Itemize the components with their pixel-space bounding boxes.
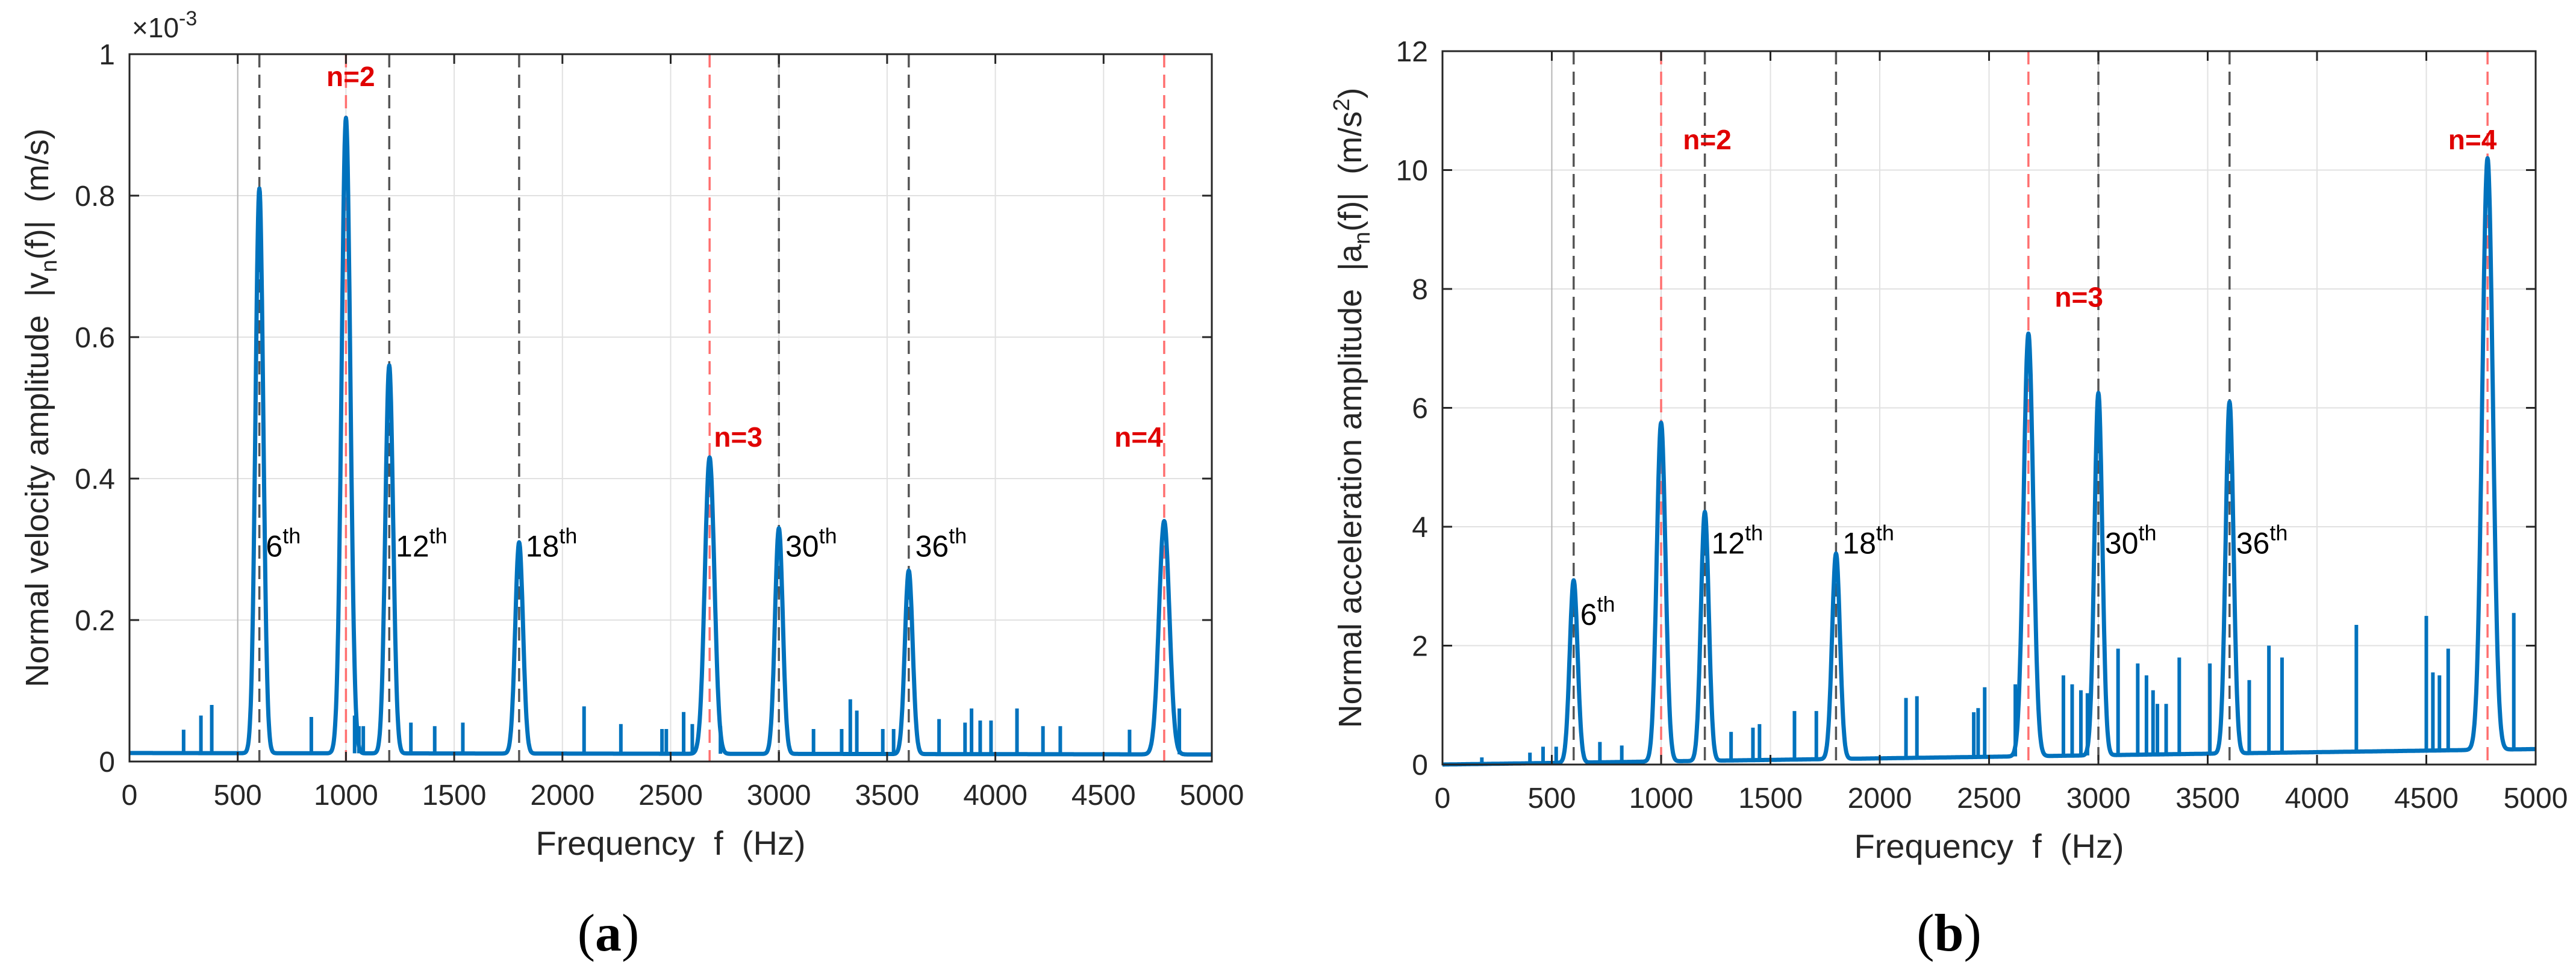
- x-tick-label: 3500: [2175, 783, 2240, 814]
- x-tick-label: 2500: [638, 780, 703, 811]
- x-tick-label: 0: [122, 780, 138, 811]
- y-tick-label: 0.2: [75, 605, 115, 637]
- y-axis-label: Normal acceleration amplitude |an(f)| (m…: [1329, 88, 1375, 728]
- y-tick-label: 4: [1412, 512, 1428, 544]
- y-tick-label: 6: [1412, 393, 1428, 425]
- harmonic-label-36: 36th: [2236, 520, 2288, 560]
- mode-label-n3: n=3: [2054, 282, 2103, 313]
- harmonic-label-36: 36th: [915, 523, 967, 563]
- x-tick-label: 2000: [530, 780, 594, 811]
- x-tick-label: 5000: [2504, 783, 2568, 814]
- x-tick-label: 0: [1435, 783, 1451, 814]
- x-tick-label: 500: [214, 780, 262, 811]
- y-tick-label: 8: [1412, 274, 1428, 306]
- mode-label-n2: n=2: [326, 61, 375, 92]
- x-tick-label: 1500: [422, 780, 487, 811]
- chart-panel-b: 0 500 1000 1500 2000 2500 3000 3500 4000 4500 5000…: [1329, 36, 2568, 865]
- axis-multiplier: ×10-3: [132, 7, 197, 43]
- x-tick-label: 3000: [2066, 783, 2131, 814]
- caption-a: (a): [577, 904, 640, 963]
- y-tick-label: 0: [1412, 749, 1428, 781]
- y-tick-label: 0.4: [75, 464, 115, 495]
- chart-panel-a: 0 500 1000 1500 2000 2500 3000 3500 4000 4500 5000…: [19, 7, 1244, 862]
- x-tick-label: 5000: [1180, 780, 1244, 811]
- x-tick-label: 4000: [963, 780, 1028, 811]
- mode-label-n4: n=4: [1114, 421, 1163, 453]
- x-tick-label: 2500: [1957, 783, 2021, 814]
- caption-b: (b): [1916, 904, 1982, 963]
- harmonic-label-18: 18th: [526, 523, 578, 563]
- x-axis-label: Frequency f (Hz): [535, 824, 805, 862]
- mode-label-n2: n=2: [1683, 124, 1732, 155]
- x-tick-label: 1500: [1738, 783, 1803, 814]
- harmonic-label-30: 30th: [2105, 520, 2157, 560]
- x-tick-label: 3500: [855, 780, 920, 811]
- y-tick-label: 0: [99, 746, 115, 778]
- x-tick-label: 2000: [1848, 783, 1912, 814]
- x-tick-label: 4500: [2394, 783, 2459, 814]
- x-tick-label: 1000: [314, 780, 378, 811]
- x-tick-label: 4500: [1071, 780, 1136, 811]
- mode-label-n4: n=4: [2448, 124, 2497, 155]
- x-tick-label: 1000: [1629, 783, 1694, 814]
- y-tick-label: 1: [99, 39, 115, 71]
- x-tick-label: 500: [1527, 783, 1576, 814]
- harmonic-label-6: 6th: [1580, 592, 1615, 631]
- y-tick-label: 0.8: [75, 181, 115, 213]
- harmonic-label-12: 12th: [396, 523, 448, 563]
- x-axis-label: Frequency f (Hz): [1854, 827, 2124, 865]
- x-tick-label: 4000: [2285, 783, 2350, 814]
- x-tick-label: 3000: [747, 780, 811, 811]
- y-tick-label: 2: [1412, 631, 1428, 663]
- y-tick-label: 10: [1396, 155, 1428, 187]
- harmonic-label-18: 18th: [1842, 520, 1894, 560]
- mode-label-n3: n=3: [714, 421, 763, 453]
- harmonic-label-6: 6th: [266, 523, 301, 563]
- y-axis-label: Normal velocity amplitude |vn(f)| (m/s): [19, 128, 62, 687]
- harmonic-label-30: 30th: [785, 523, 837, 563]
- y-tick-label: 12: [1396, 36, 1428, 68]
- y-tick-label: 0.6: [75, 322, 115, 354]
- harmonic-label-12: 12th: [1711, 520, 1763, 560]
